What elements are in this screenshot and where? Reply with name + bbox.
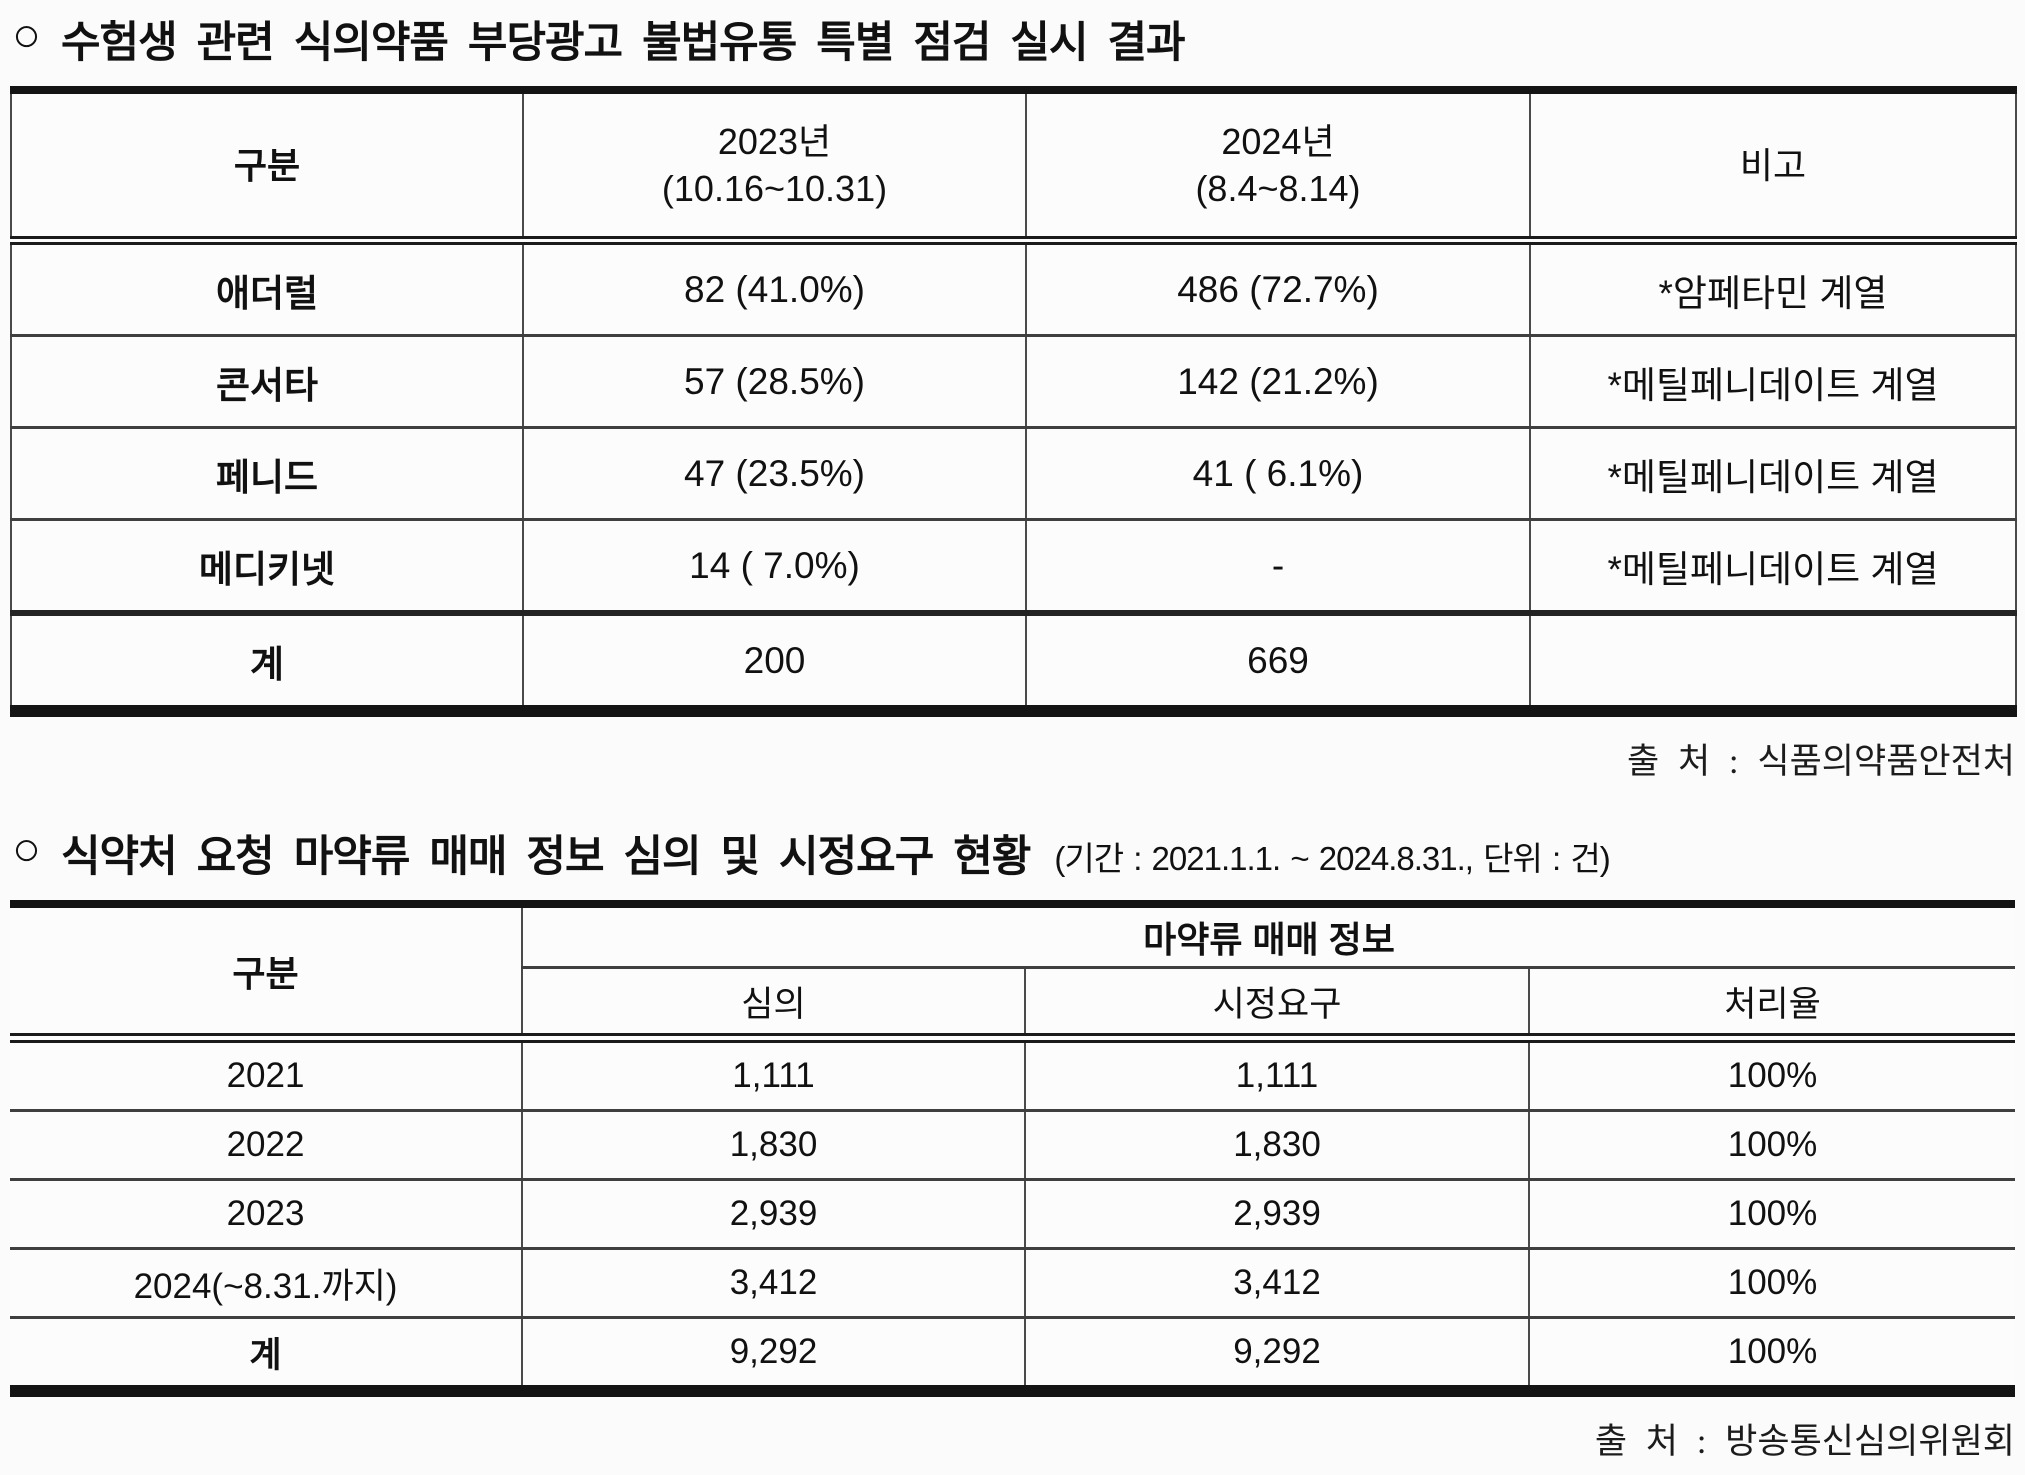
table1-row-penid: 페니드 47 (23.5%) 41 ( 6.1%) *메틸페니데이트 계열 <box>10 427 2017 521</box>
note-cell: *암페타민 계열 <box>1529 240 2017 337</box>
row-label-cell: 메디키넷 <box>10 519 524 615</box>
rate-cell: 100% <box>1527 1038 2016 1112</box>
review-cell: 3,412 <box>521 1248 1026 1319</box>
value-2023-cell: 82 (41.0%) <box>522 240 1027 337</box>
table1-header-2023-year: 2023년 <box>717 121 832 162</box>
year-label-cell: 2024(~8.31.까지) <box>10 1248 523 1319</box>
section1-title: ○ 수험생 관련 식의약품 부당광고 불법유통 특별 점검 실시 결과 <box>12 8 2015 70</box>
section1-source: 출 처 : 식품의약품안전처 <box>1627 742 2015 781</box>
table2-total-row: 계 9,292 9,292 100% <box>10 1317 2016 1393</box>
table1-header-2024-year: 2024년 <box>1221 121 1335 162</box>
total-note-cell <box>1529 610 2017 713</box>
section2-title-note: (기간 : 2021.1.1. ~ 2024.8.31., 단위 : 건) <box>1054 840 1610 877</box>
value-2023-cell: 14 ( 7.0%) <box>522 519 1027 615</box>
table2-sub-header-row: 심의 시정요구 처리율 <box>10 967 2016 1043</box>
total-label-cell: 계 <box>10 610 524 713</box>
total-2023-cell: 200 <box>522 610 1027 713</box>
table2-row-2024: 2024(~8.31.까지) 3,412 3,412 100% <box>10 1248 2016 1319</box>
review-cell: 9,292 <box>521 1317 1026 1393</box>
table1-header-row: 구분 2023년 (10.16~10.31) 2024년 (8.4~8.14) 비고 <box>10 90 2017 245</box>
table1-total-row: 계 200 669 <box>10 610 2017 713</box>
table2-header-rate: 처리율 <box>1527 967 2016 1043</box>
total-2024-cell: 669 <box>1025 610 1531 713</box>
correction-cell: 3,412 <box>1024 1248 1530 1319</box>
section2-title-text: 식약처 요청 마약류 매매 정보 심의 및 시정요구 현황 <box>61 833 1031 881</box>
correction-cell: 1,830 <box>1024 1110 1530 1181</box>
section1-title-text: 수험생 관련 식의약품 부당광고 불법유통 특별 점검 실시 결과 <box>61 19 1186 67</box>
review-cell: 1,111 <box>521 1038 1026 1112</box>
year-label-cell: 2023 <box>10 1179 523 1250</box>
correction-cell: 2,939 <box>1024 1179 1530 1250</box>
row-label-cell: 애더럴 <box>10 240 524 337</box>
table2-header-category: 구분 <box>10 904 523 1043</box>
note-cell: *메틸페니데이트 계열 <box>1529 427 2017 521</box>
year-label-cell: 2021 <box>10 1038 523 1112</box>
table2-group-header-row: 구분 마약류 매매 정보 <box>10 904 2016 1043</box>
note-cell: *메틸페니데이트 계열 <box>1529 335 2017 429</box>
value-2024-cell: - <box>1025 519 1531 615</box>
table1-header-category: 구분 <box>10 90 524 245</box>
rate-cell: 100% <box>1527 1110 2016 1181</box>
year-label-cell: 2022 <box>10 1110 523 1181</box>
total-label-cell: 계 <box>10 1317 523 1393</box>
table2-header-correction: 시정요구 <box>1024 967 1530 1043</box>
table2-header-review: 심의 <box>522 967 1026 1043</box>
table1-header-2023: 2023년 (10.16~10.31) <box>522 90 1027 245</box>
inspection-results-table: 구분 2023년 (10.16~10.31) 2024년 (8.4~8.14) 비고… <box>10 86 2017 717</box>
value-2024-cell: 41 ( 6.1%) <box>1025 427 1531 521</box>
table2-row-2022: 2022 1,830 1,830 100% <box>10 1110 2016 1181</box>
table1-header-2023-range: (10.16~10.31) <box>661 168 888 209</box>
correction-cell: 9,292 <box>1024 1317 1530 1393</box>
rate-cell: 100% <box>1527 1317 2016 1393</box>
value-2023-cell: 57 (28.5%) <box>522 335 1027 429</box>
note-cell: *메틸페니데이트 계열 <box>1529 519 2017 615</box>
section2-source: 출 처 : 방송통신심의위원회 <box>1594 1422 2015 1461</box>
value-2024-cell: 142 (21.2%) <box>1025 335 1531 429</box>
table1-header-2024: 2024년 (8.4~8.14) <box>1025 90 1531 245</box>
table1-row-adderall: 애더럴 82 (41.0%) 486 (72.7%) *암페타민 계열 <box>10 240 2017 337</box>
drug-trade-review-table: 구분 마약류 매매 정보 심의 시정요구 처리율 2021 1,111 1,11… <box>10 900 2016 1397</box>
table2-row-2023: 2023 2,939 2,939 100% <box>10 1179 2016 1250</box>
correction-cell: 1,111 <box>1024 1038 1530 1112</box>
table2-row-2021: 2021 1,111 1,111 100% <box>10 1038 2016 1112</box>
value-2023-cell: 47 (23.5%) <box>522 427 1027 521</box>
row-label-cell: 페니드 <box>10 427 524 521</box>
table1-row-concerta: 콘서타 57 (28.5%) 142 (21.2%) *메틸페니데이트 계열 <box>10 335 2017 429</box>
rate-cell: 100% <box>1527 1179 2016 1250</box>
table2-header-group: 마약류 매매 정보 <box>520 904 2016 969</box>
table1-row-medikinet: 메디키넷 14 ( 7.0%) - *메틸페니데이트 계열 <box>10 519 2017 615</box>
table1-header-2024-range: (8.4~8.14) <box>1195 168 1361 209</box>
row-label-cell: 콘서타 <box>10 335 524 429</box>
table1-header-note: 비고 <box>1529 90 2017 245</box>
section2-title: ○ 식약처 요청 마약류 매매 정보 심의 및 시정요구 현황 (기간 : 20… <box>12 822 2015 884</box>
circle-bullet-icon: ○ <box>12 823 41 876</box>
rate-cell: 100% <box>1527 1248 2016 1319</box>
review-cell: 1,830 <box>521 1110 1026 1181</box>
review-cell: 2,939 <box>521 1179 1026 1250</box>
circle-bullet-icon: ○ <box>12 9 41 62</box>
value-2024-cell: 486 (72.7%) <box>1025 240 1531 337</box>
